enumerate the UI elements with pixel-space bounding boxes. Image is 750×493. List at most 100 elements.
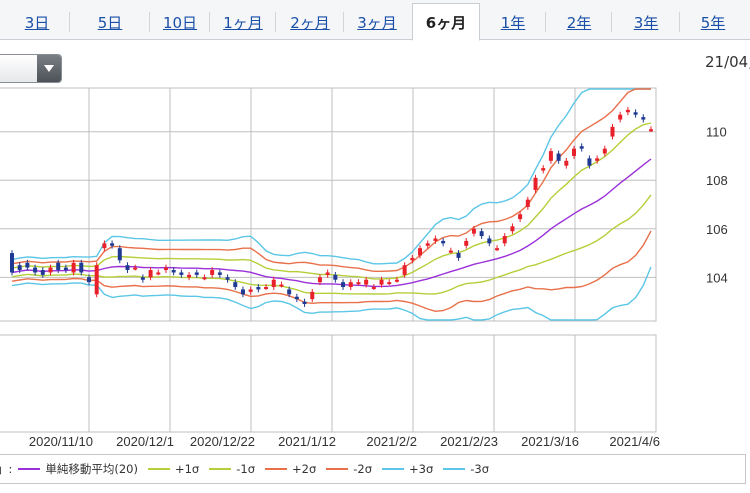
- candle-up: [71, 262, 76, 273]
- date-label: 21/04,: [705, 53, 750, 71]
- y-tick-label: 104: [706, 270, 728, 285]
- candle-down: [587, 158, 592, 166]
- legend-label: 単純移動平均(20): [45, 462, 138, 476]
- legend-label: -2σ: [353, 462, 373, 476]
- legend-item-minus-2-sigma: -2σ: [326, 462, 372, 476]
- candle-up: [602, 148, 607, 154]
- legend-item-plus-2-sigma: +2σ: [265, 462, 316, 476]
- candle-down: [240, 289, 245, 295]
- candle-down: [302, 301, 307, 305]
- tab-1-month[interactable]: 1ヶ月: [210, 4, 276, 40]
- candle-down: [140, 277, 145, 280]
- legend-swatch: [443, 468, 466, 470]
- candle-up: [548, 151, 553, 161]
- chart-axes: 104 106 108 110 2020/11/10 2020/12/1 2020/12/2…: [29, 125, 728, 449]
- x-tick-label: 2021/1/12: [278, 434, 336, 449]
- candle-up: [394, 279, 399, 282]
- legend-item-plus-3-sigma: +3σ: [382, 462, 433, 476]
- candle-down: [256, 287, 261, 290]
- chevron-down-icon[interactable]: [37, 55, 61, 82]
- candle-up: [518, 214, 523, 220]
- plus-2-sigma-line: [11, 88, 651, 272]
- candle-up: [163, 267, 168, 271]
- x-tick-label: 2021/2/2: [366, 434, 417, 449]
- candle-down: [341, 282, 346, 288]
- candle-down: [479, 231, 484, 237]
- chart-legend: 」: 単純移動平均(20) +1σ -1σ +2σ -2σ +3σ -3σ: [0, 454, 746, 484]
- candle-up: [364, 279, 369, 285]
- tab-5-days[interactable]: 5日: [70, 4, 150, 40]
- candle-down: [10, 253, 14, 273]
- legend-item-minus-3-sigma: -3σ: [443, 462, 489, 476]
- candle-up: [133, 267, 138, 270]
- x-tick-label: 2021/4/6: [609, 434, 660, 449]
- tab-10-days[interactable]: 10日: [150, 4, 210, 40]
- indicator-select[interactable]: [0, 54, 62, 83]
- candle-up: [433, 238, 438, 241]
- legend-swatch: [382, 468, 405, 470]
- candle-down: [641, 117, 646, 120]
- legend-item-plus-1-sigma: +1σ: [147, 462, 199, 476]
- tab-2-months[interactable]: 2ヶ月: [276, 4, 344, 40]
- candle-up: [572, 148, 577, 156]
- candle-down: [63, 267, 68, 271]
- candle-down: [171, 270, 176, 273]
- minus-1-sigma-line: [11, 194, 652, 295]
- candle-up: [379, 279, 384, 285]
- candle-down: [633, 112, 638, 115]
- chart-grid: [0, 87, 657, 433]
- candle-up: [418, 248, 423, 256]
- x-tick-label: 2021/3/16: [521, 434, 579, 449]
- candle-up: [310, 291, 315, 300]
- bollinger-bands: [11, 88, 652, 321]
- legend-item-sma: 単純移動平均(20): [18, 461, 138, 477]
- candle-down: [456, 253, 461, 258]
- candle-down: [56, 262, 61, 271]
- candle-down: [487, 238, 492, 244]
- tab-6-months[interactable]: 6ヶ月: [412, 3, 480, 41]
- candle-up: [102, 243, 107, 249]
- candle-up: [156, 272, 161, 275]
- x-tick-label: 2020/12/1: [116, 434, 174, 449]
- tab-1-year[interactable]: 1年: [480, 4, 546, 40]
- candle-up: [448, 250, 453, 253]
- candle-up: [533, 177, 538, 190]
- candle-down: [40, 270, 45, 275]
- candle-down: [79, 262, 84, 273]
- candle-up: [325, 272, 330, 275]
- candle-up: [595, 158, 600, 161]
- subplot-frame: [0, 334, 657, 433]
- candle-up: [649, 129, 653, 132]
- candle-up: [356, 282, 361, 285]
- tab-3-years[interactable]: 3年: [612, 4, 680, 40]
- candle-down: [194, 272, 199, 275]
- legend-swatch: [265, 468, 287, 470]
- x-tick-label: 2020/12/22: [190, 434, 255, 449]
- candle-down: [25, 262, 30, 268]
- candle-down: [86, 277, 91, 283]
- candle-up: [610, 126, 615, 137]
- legend-prefix: 」:: [0, 462, 13, 476]
- candle-up: [541, 168, 546, 171]
- tab-3-days[interactable]: 3日: [4, 4, 70, 40]
- candle-up: [402, 265, 407, 275]
- candle-up: [279, 284, 284, 287]
- tab-3-months[interactable]: 3ヶ月: [357, 13, 397, 32]
- candle-down: [217, 272, 222, 275]
- tab-2-years[interactable]: 2年: [546, 4, 612, 40]
- tab-5-years[interactable]: 5年: [700, 13, 726, 32]
- candle-down: [110, 243, 115, 246]
- candle-up: [495, 248, 500, 251]
- minus-2-sigma-line: [11, 230, 652, 313]
- candle-up: [464, 240, 469, 246]
- legend-label: -3σ: [470, 462, 490, 476]
- candle-up: [410, 257, 415, 261]
- candle-down: [33, 267, 38, 273]
- candle-up: [625, 109, 630, 113]
- candle-up: [264, 287, 269, 290]
- candle-down: [233, 282, 238, 288]
- x-tick-label: 2020/11/10: [29, 434, 93, 449]
- candle-down: [125, 265, 130, 271]
- legend-swatch: [147, 468, 170, 470]
- y-tick-label: 108: [706, 173, 728, 188]
